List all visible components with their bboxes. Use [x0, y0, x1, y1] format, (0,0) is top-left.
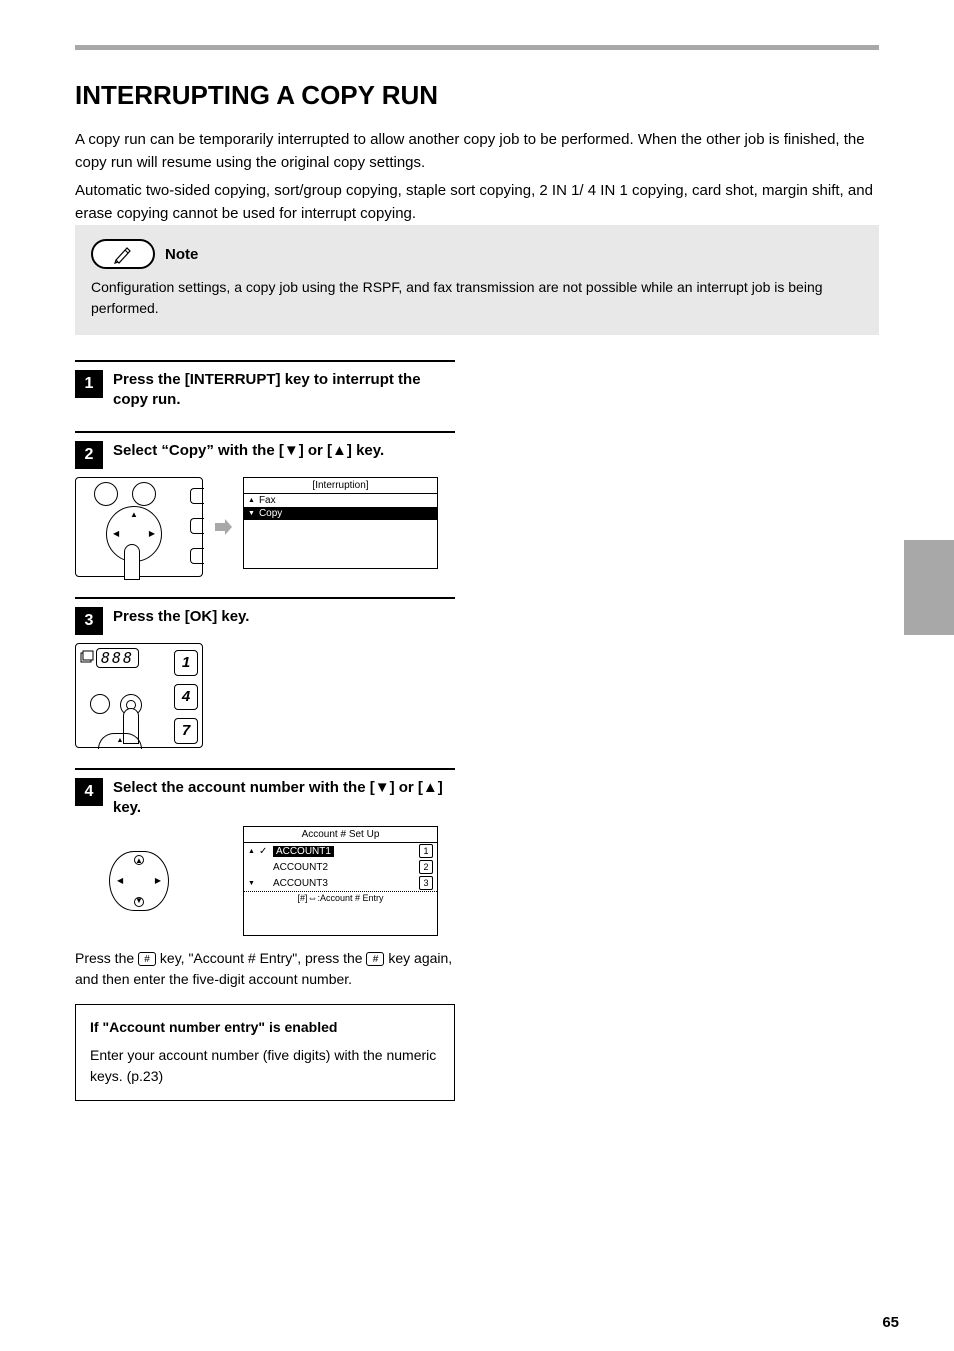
dpad-icon: ▲ ◀ ▶ ▼	[109, 851, 169, 911]
lcd-option-selected: ACCOUNT1	[273, 846, 334, 857]
step-title: Press the [OK] key.	[113, 607, 249, 627]
panel-button	[132, 482, 156, 506]
document-icon	[80, 650, 94, 664]
index-badge: 1	[419, 844, 433, 858]
intro-paragraph-1: A copy run can be temporarily interrupte…	[75, 129, 879, 174]
panel-button	[90, 694, 110, 714]
lcd-screen: [Interruption] ▲ Fax ▼ Copy	[243, 477, 438, 569]
panel-edge	[190, 548, 204, 564]
note-callout: Note Configuration settings, a copy job …	[75, 225, 879, 335]
note-text: Configuration settings, a copy job using…	[91, 277, 863, 319]
lcd-option: ACCOUNT3	[273, 878, 328, 889]
lcd-title: Account # Set Up	[244, 827, 437, 843]
step-2: 2 Select “Copy” with the [▼] or [▲] key.…	[75, 431, 455, 577]
hash-key-icon: #	[366, 952, 384, 966]
scroll-down-icon: ▼	[248, 510, 255, 517]
step-1: 1 Press the [INTERRUPT] key to interrupt…	[75, 360, 455, 411]
step-title: Select the account number with the [▼] o…	[113, 778, 455, 819]
scroll-up-icon: ▲	[248, 848, 255, 855]
finger-press-icon	[124, 544, 140, 580]
lcd-option: Fax	[259, 495, 276, 506]
scroll-up-icon: ▲	[248, 497, 255, 504]
up-triangle-icon: ▲	[332, 442, 347, 459]
steps-column: 1 Press the [INTERRUPT] key to interrupt…	[75, 360, 455, 1121]
index-badge: 2	[419, 860, 433, 874]
lcd-option: ACCOUNT2	[273, 862, 328, 873]
hash-key-icon: #	[138, 952, 156, 966]
page-number: 65	[882, 1314, 899, 1331]
segment-display: 888	[96, 648, 139, 668]
panel-button	[94, 482, 118, 506]
step-4: 4 Select the account number with the [▼]…	[75, 768, 455, 1102]
note-icon	[91, 239, 155, 269]
page-header: INTERRUPTING A COPY RUN A copy run can b…	[75, 80, 879, 225]
up-triangle-icon: ▲	[423, 779, 438, 796]
scroll-down-icon: ▼	[248, 880, 255, 887]
step-4-subtext: Press the # key, "Account # Entry", pres…	[75, 948, 455, 990]
note-label: Note	[165, 246, 198, 263]
ok-panel-illustration: 888 ▲ 1 4 7	[75, 643, 203, 748]
step-number: 2	[75, 441, 103, 469]
step-title: Select “Copy” with the [▼] or [▲] key.	[113, 441, 384, 461]
step-number: 4	[75, 778, 103, 806]
lcd-screen: Account # Set Up ▲ ✓ ACCOUNT1 1 ACCOUNT2 2…	[243, 826, 438, 936]
control-panel-illustration: ▲ ▼ ◀ ▶	[75, 477, 203, 577]
index-badge: 3	[419, 876, 433, 890]
keypad-key: 1	[174, 650, 198, 676]
page-title: INTERRUPTING A COPY RUN	[75, 80, 879, 111]
lcd-footer: [#]⇔[#]:Account # Entry:Account # Entry	[244, 891, 437, 905]
step-title: Press the [INTERRUPT] key to interrupt t…	[113, 370, 455, 411]
panel-edge	[190, 488, 204, 504]
box-title: If "Account number entry" is enabled	[90, 1017, 440, 1039]
box-text: Enter your account number (five digits) …	[90, 1045, 440, 1088]
keypad-key: 4	[174, 684, 198, 710]
header-divider	[75, 45, 879, 50]
step-number: 1	[75, 370, 103, 398]
lcd-option-selected: Copy	[259, 508, 282, 519]
lcd-title: [Interruption]	[244, 478, 437, 494]
panel-edge	[190, 518, 204, 534]
step-number: 3	[75, 607, 103, 635]
down-triangle-icon: ▼	[284, 442, 299, 459]
arrow-right-icon	[213, 517, 233, 537]
account-entry-box: If "Account number entry" is enabled Ent…	[75, 1004, 455, 1101]
down-triangle-icon: ▼	[375, 779, 390, 796]
keypad-key: 7	[174, 718, 198, 744]
chapter-tab	[904, 540, 954, 635]
intro-paragraph-2: Automatic two-sided copying, sort/group …	[75, 180, 879, 225]
check-icon: ✓	[259, 846, 269, 857]
step-3: 3 Press the [OK] key. 888 ▲ 1 4	[75, 597, 455, 748]
